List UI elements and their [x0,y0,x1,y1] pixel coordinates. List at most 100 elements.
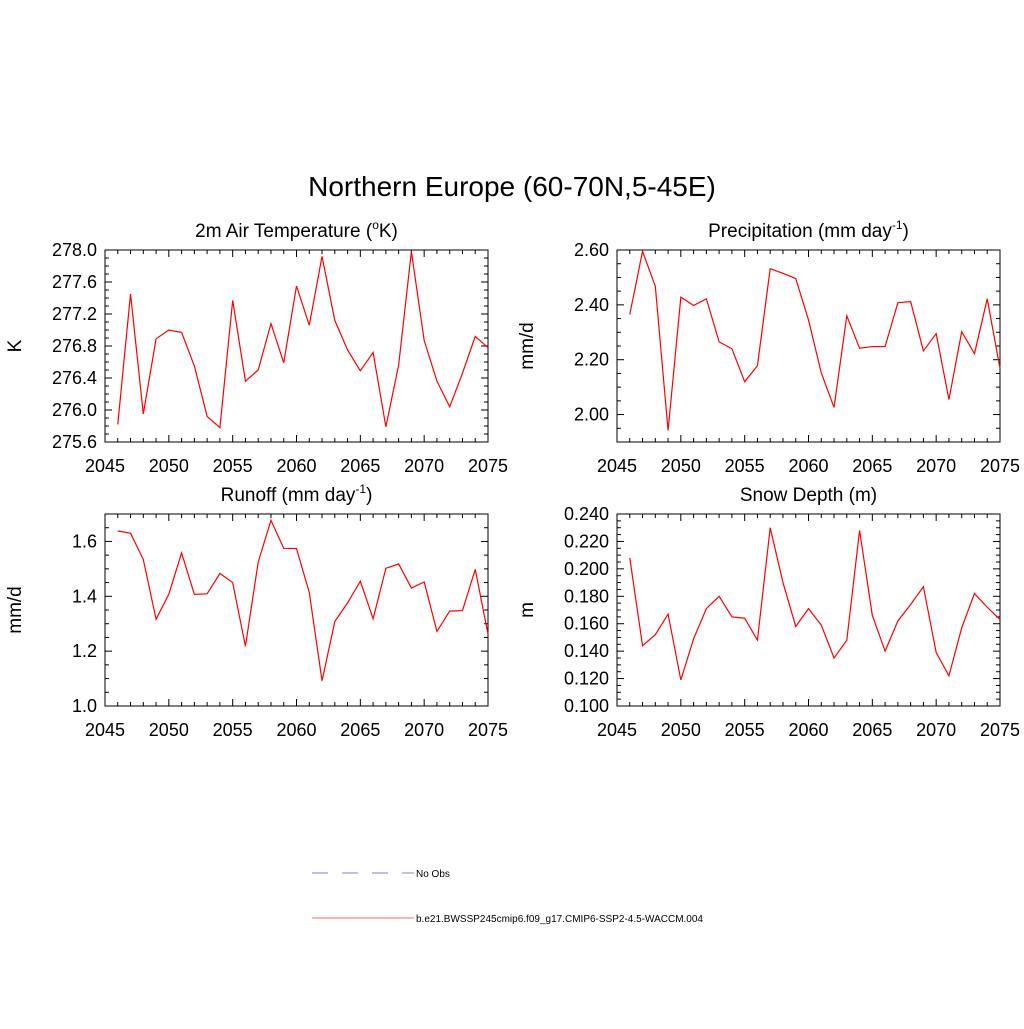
data-point-2061 [820,371,823,374]
data-point-2052 [193,365,196,368]
x-tick-label-2055: 2055 [213,720,253,740]
data-point-2052 [193,593,196,596]
data-point-2064 [858,529,861,532]
x-tick-label-2060: 2060 [276,720,316,740]
data-point-2056 [244,380,247,383]
data-point-2071 [435,630,438,633]
data-point-2069 [410,250,413,253]
y-axis-label: mm/d [517,322,538,370]
data-point-2065 [359,369,362,372]
data-point-2057 [257,561,260,564]
panel-precipitation: 2045 2050 2055 2060 2065 2070 2075 2.00 2.20 2.40… [517,218,1020,476]
data-point-2062 [833,657,836,660]
data-point-2075 [487,346,490,349]
data-point-2059 [282,547,285,550]
data-point-2053 [718,340,721,343]
data-point-2066 [884,650,887,653]
data-point-2059 [794,277,797,280]
data-point-2074 [474,335,477,338]
panel-air-temperature: 2045 2050 2055 2060 2065 2070 2075 275.6 276.0 27… [5,218,508,476]
panel-title: Runoff (mm day-1) [221,482,373,506]
data-point-2047 [641,250,644,253]
data-point-2048 [142,413,145,416]
legend-label-no-obs: No Obs [416,869,450,880]
x-tick-label-2060: 2060 [788,720,828,740]
data-point-2067 [384,567,387,570]
figure-title: Northern Europe (60-70N,5-45E) [308,171,716,202]
data-point-2073 [973,352,976,355]
data-point-2048 [654,633,657,636]
y-tick-label-0-180: 0.180 [564,586,609,606]
panel-title: Snow Depth (m) [740,485,877,506]
y-tick-label-2-00: 2.00 [574,405,609,425]
x-tick-label-2055: 2055 [725,456,765,476]
data-point-2046 [116,530,119,533]
y-tick-label-276-0: 276.0 [52,400,97,420]
data-point-2047 [641,644,644,647]
data-point-2064 [346,601,349,604]
data-point-2055 [743,380,746,383]
y-tick-label-276-8: 276.8 [52,336,97,356]
data-point-2069 [410,587,413,590]
x-tick-label-2065: 2065 [340,456,380,476]
data-point-2065 [871,614,874,617]
panel-title: Precipitation (mm day-1) [708,218,909,242]
data-point-2051 [180,331,183,334]
y-tick-label-1-2: 1.2 [72,641,97,661]
data-point-2056 [244,645,247,648]
x-tick-label-2065: 2065 [852,456,892,476]
series-line [629,249,1001,431]
data-point-2067 [896,301,899,304]
data-point-2064 [858,347,861,350]
panel-title: 2m Air Temperature (oK) [195,218,398,242]
data-point-2072 [448,405,451,408]
y-tick-label-1-0: 1.0 [72,696,97,716]
y-axis-label: m [517,602,538,618]
x-tick-label-2065: 2065 [340,720,380,740]
panel-title-superscript: -1 [355,482,366,496]
x-tick-label-2045: 2045 [85,720,125,740]
data-point-2064 [346,349,349,352]
x-tick-label-2075: 2075 [468,456,508,476]
data-point-2054 [730,615,733,618]
data-point-2061 [820,624,823,627]
panel-title-base: Snow Depth (m) [740,485,877,506]
plot-frame [616,249,1001,443]
panel-title-tail: ) [366,485,372,506]
y-tick-label-2-60: 2.60 [574,240,609,260]
data-point-2046 [628,313,631,316]
data-point-2074 [986,606,989,609]
data-point-2060 [295,285,298,288]
data-point-2062 [833,406,836,409]
x-tick-label-2070: 2070 [916,720,956,740]
data-point-2053 [206,415,209,418]
data-point-2050 [167,329,170,332]
data-point-2050 [679,296,682,299]
data-point-2047 [129,532,132,535]
data-point-2058 [269,519,272,522]
data-point-2058 [781,272,784,275]
data-point-2070 [423,581,426,584]
data-point-2046 [116,423,119,426]
y-tick-label-0-160: 0.160 [564,614,609,634]
data-point-2068 [909,300,912,303]
data-point-2054 [218,426,221,429]
legend-label-model-run: b.e21.BWSSP245cmip6.f09_g17.CMIP6-SSP2-4… [416,914,703,925]
data-point-2057 [257,369,260,372]
data-point-2075 [487,633,490,636]
data-point-2070 [935,332,938,335]
x-tick-label-2060: 2060 [276,456,316,476]
series-line [117,251,489,429]
x-tick-label-2060: 2060 [788,456,828,476]
data-point-2065 [359,580,362,583]
data-point-2071 [435,380,438,383]
data-point-2063 [333,620,336,623]
panel-title-superscript: -1 [892,218,903,232]
x-tick-label-2050: 2050 [661,456,701,476]
data-point-2072 [960,626,963,629]
panel-title-base: Precipitation (mm day [708,221,892,242]
data-point-2066 [884,345,887,348]
y-tick-label-1-6: 1.6 [72,531,97,551]
data-point-2055 [743,617,746,620]
